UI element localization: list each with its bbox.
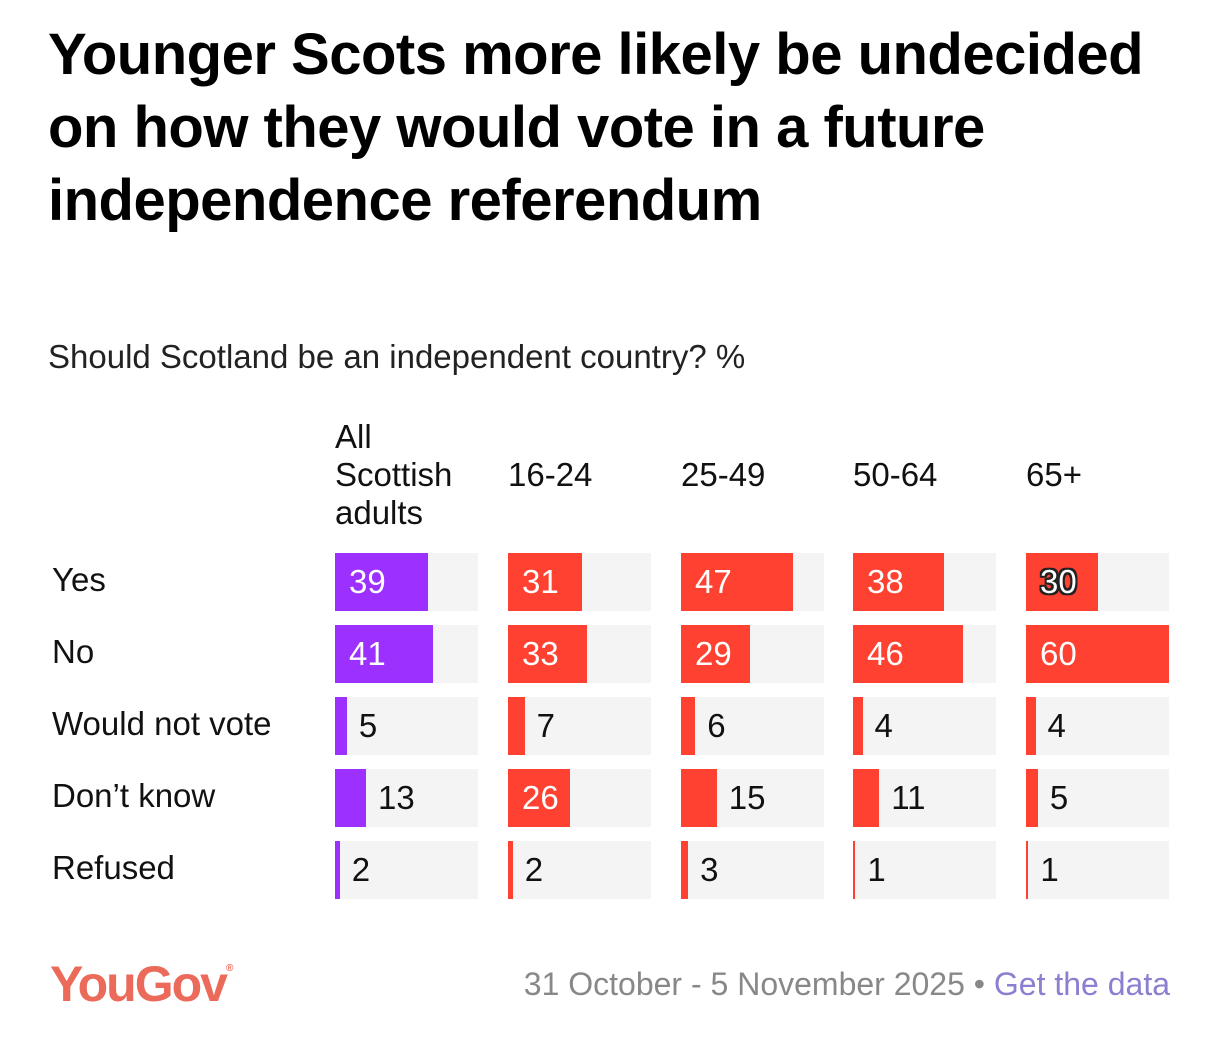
column-header: 16-24	[508, 456, 593, 493]
data-label: 1	[867, 851, 886, 888]
data-label: 2	[351, 851, 371, 888]
bar-track: 2	[508, 841, 651, 899]
bar	[335, 625, 433, 683]
bar	[1026, 553, 1098, 611]
bar-track: 5	[1026, 769, 1169, 827]
bar	[681, 625, 751, 683]
data-label: 15	[728, 779, 766, 816]
row-label: Would not vote	[52, 705, 272, 742]
bar	[853, 769, 880, 827]
bar-track: 4	[853, 697, 996, 755]
bar-track: 30	[1026, 553, 1169, 611]
bar	[1026, 625, 1169, 683]
data-label: 47	[695, 563, 732, 600]
bar-track: 2	[335, 841, 478, 899]
data-label: 33	[522, 635, 559, 672]
footer-source: 31 October - 5 November 2025 • Get the d…	[524, 966, 1170, 1003]
data-label: 7	[536, 707, 556, 744]
bar	[335, 697, 347, 755]
data-label: 4	[874, 707, 893, 744]
data-label: 39	[349, 563, 386, 600]
data-label: 31	[522, 563, 559, 600]
bar	[1026, 697, 1036, 755]
bar-track: 31	[508, 553, 651, 611]
bar	[681, 841, 689, 899]
bar-track: 41	[335, 625, 478, 683]
row-label: Yes	[52, 561, 106, 598]
bar	[335, 553, 428, 611]
data-label: 2	[524, 851, 544, 888]
bar-track: 6	[681, 697, 824, 755]
data-label: 26	[522, 779, 559, 816]
bar-track: 1	[1026, 841, 1169, 899]
bar	[853, 697, 863, 755]
bar	[853, 553, 944, 611]
bar	[681, 697, 696, 755]
bar	[508, 553, 582, 611]
bar	[1026, 769, 1038, 827]
data-label: 11	[891, 779, 926, 816]
bar	[681, 769, 717, 827]
bar-track: 60	[1026, 625, 1169, 683]
bar-track: 29	[681, 625, 824, 683]
bar	[508, 697, 525, 755]
data-label: 30	[1040, 563, 1077, 600]
data-label: 60	[1040, 635, 1077, 672]
bar	[1026, 841, 1029, 899]
bar-track: 39	[335, 553, 478, 611]
bar-track: 7	[508, 697, 651, 755]
data-label: 4	[1047, 707, 1066, 744]
column-header: 65+	[1026, 456, 1082, 493]
row-label: No	[52, 633, 95, 670]
bar-track: 46	[853, 625, 996, 683]
bar	[508, 841, 513, 899]
data-label: 1	[1040, 851, 1059, 888]
data-label: 13	[377, 779, 415, 816]
data-label: 5	[1049, 779, 1069, 816]
row-label: Refused	[52, 849, 175, 886]
data-label: 46	[867, 635, 904, 672]
bar-track: 4	[1026, 697, 1169, 755]
bar	[508, 769, 570, 827]
column-header: 25-49	[681, 456, 766, 493]
data-label: 3	[700, 851, 719, 888]
separator-dot: •	[973, 966, 985, 1002]
bar	[853, 841, 856, 899]
column-header: All Scottish adults	[335, 418, 453, 531]
bar	[681, 553, 794, 611]
registered-mark: ®	[225, 963, 234, 974]
yougov-logo: YouGov®	[50, 955, 233, 1013]
bar-track: 13	[335, 769, 478, 827]
logo-text: YouGov	[50, 956, 228, 1012]
data-label: 6	[707, 707, 726, 744]
bar-track: 15	[681, 769, 824, 827]
data-label: 41	[349, 635, 386, 672]
date-range: 31 October - 5 November 2025	[523, 966, 965, 1002]
chart-subtitle: Should Scotland be an independent countr…	[48, 338, 746, 375]
bar	[508, 625, 587, 683]
bar	[853, 625, 963, 683]
bar-track: 3	[681, 841, 824, 899]
bar-track: 1	[853, 841, 996, 899]
bar-track: 11	[853, 769, 996, 827]
get-data-link[interactable]: Get the data	[993, 966, 1170, 1002]
chart-title: Younger Scots more likely be undecided o…	[48, 22, 1144, 233]
bar-track: 38	[853, 553, 996, 611]
bar	[335, 841, 340, 899]
data-label: 38	[867, 563, 904, 600]
data-label: 29	[695, 635, 732, 672]
data-label: 5	[358, 707, 378, 744]
bar-track: 47	[681, 553, 824, 611]
bar	[335, 769, 366, 827]
bar-track: 5	[335, 697, 478, 755]
column-header: 50-64	[853, 456, 938, 493]
row-label: Don’t know	[52, 777, 216, 814]
bar-track: 26	[508, 769, 651, 827]
bar-track: 33	[508, 625, 651, 683]
